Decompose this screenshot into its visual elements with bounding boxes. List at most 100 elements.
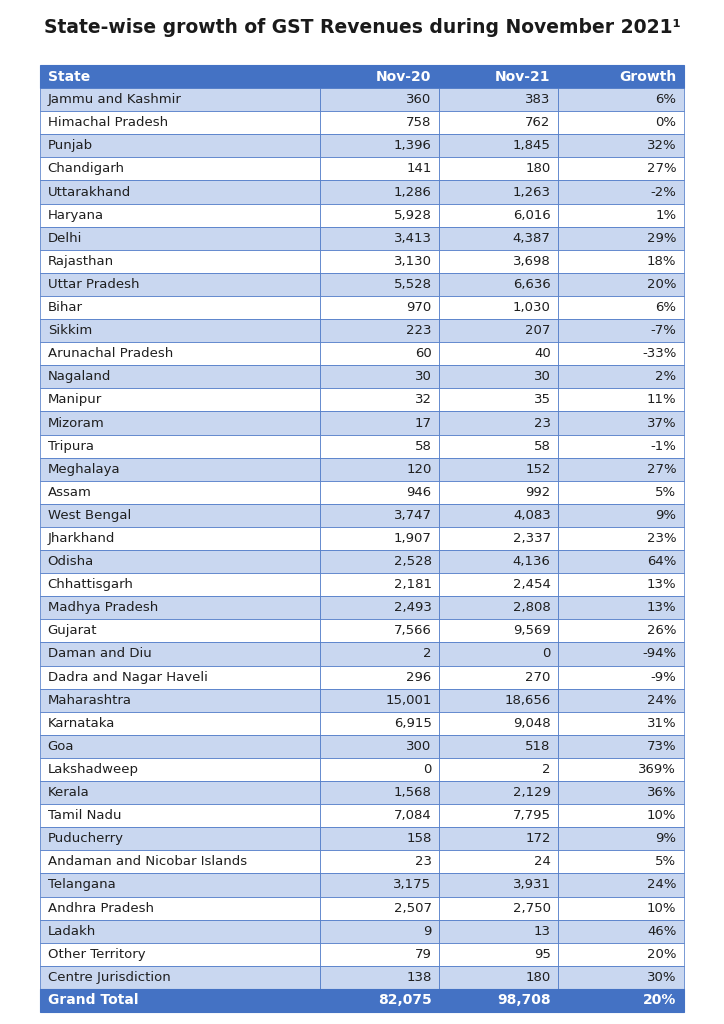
Bar bbox=[40, 272, 320, 296]
Bar bbox=[439, 897, 558, 920]
Bar bbox=[558, 550, 684, 573]
Text: 5%: 5% bbox=[655, 485, 676, 499]
Text: Haryana: Haryana bbox=[48, 209, 104, 221]
Text: 6,915: 6,915 bbox=[394, 717, 432, 730]
Text: 383: 383 bbox=[526, 93, 551, 106]
Bar bbox=[40, 688, 320, 712]
Text: 7,566: 7,566 bbox=[394, 625, 432, 637]
Bar bbox=[320, 642, 439, 666]
Text: 10%: 10% bbox=[647, 901, 676, 914]
Bar bbox=[40, 388, 320, 412]
Bar bbox=[558, 873, 684, 897]
Text: -2%: -2% bbox=[650, 185, 676, 199]
Text: State: State bbox=[48, 70, 90, 84]
Bar bbox=[320, 158, 439, 180]
Bar bbox=[558, 250, 684, 272]
Text: 2: 2 bbox=[542, 763, 551, 776]
Bar bbox=[320, 458, 439, 480]
Text: 1,030: 1,030 bbox=[513, 301, 551, 314]
Text: Puducherry: Puducherry bbox=[48, 833, 124, 845]
Bar bbox=[439, 504, 558, 527]
Bar bbox=[439, 458, 558, 480]
Text: 3,698: 3,698 bbox=[513, 255, 551, 268]
Bar bbox=[558, 112, 684, 134]
Bar bbox=[558, 642, 684, 666]
Bar bbox=[439, 666, 558, 688]
Text: 26%: 26% bbox=[647, 625, 676, 637]
Bar bbox=[320, 781, 439, 804]
Bar bbox=[558, 735, 684, 758]
Text: 172: 172 bbox=[525, 833, 551, 845]
Bar bbox=[439, 873, 558, 897]
Bar bbox=[439, 112, 558, 134]
Bar bbox=[558, 966, 684, 989]
Text: 2,507: 2,507 bbox=[394, 901, 432, 914]
Text: 0%: 0% bbox=[655, 117, 676, 129]
Bar bbox=[40, 712, 320, 735]
Bar bbox=[40, 642, 320, 666]
Bar bbox=[558, 319, 684, 342]
Bar bbox=[439, 134, 558, 158]
Bar bbox=[558, 620, 684, 642]
Text: 120: 120 bbox=[406, 463, 432, 476]
Text: Uttar Pradesh: Uttar Pradesh bbox=[48, 278, 139, 291]
Text: 2,181: 2,181 bbox=[394, 579, 432, 591]
Text: 9,569: 9,569 bbox=[513, 625, 551, 637]
Bar bbox=[320, 596, 439, 620]
Bar bbox=[558, 804, 684, 827]
Text: 31%: 31% bbox=[647, 717, 676, 730]
Bar bbox=[40, 458, 320, 480]
Text: 18,656: 18,656 bbox=[505, 693, 551, 707]
Bar bbox=[320, 112, 439, 134]
Bar bbox=[320, 250, 439, 272]
Text: -9%: -9% bbox=[651, 671, 676, 684]
Bar bbox=[40, 966, 320, 989]
Bar bbox=[439, 620, 558, 642]
Text: Growth: Growth bbox=[619, 70, 676, 84]
Bar bbox=[40, 989, 320, 1012]
Bar bbox=[558, 434, 684, 458]
Text: 2,454: 2,454 bbox=[513, 579, 551, 591]
Bar bbox=[320, 342, 439, 366]
Bar bbox=[320, 88, 439, 112]
Bar bbox=[558, 226, 684, 250]
Bar bbox=[40, 527, 320, 550]
Text: 2,808: 2,808 bbox=[513, 601, 551, 614]
Text: 15,001: 15,001 bbox=[385, 693, 432, 707]
Text: 82,075: 82,075 bbox=[378, 993, 432, 1008]
Bar bbox=[40, 204, 320, 226]
Bar bbox=[320, 527, 439, 550]
Text: 30: 30 bbox=[415, 371, 432, 383]
Text: Other Territory: Other Territory bbox=[48, 948, 146, 961]
Text: Chhattisgarh: Chhattisgarh bbox=[48, 579, 134, 591]
Text: -1%: -1% bbox=[650, 439, 676, 453]
Bar bbox=[558, 158, 684, 180]
Bar bbox=[320, 804, 439, 827]
Text: 9%: 9% bbox=[655, 509, 676, 522]
Text: 79: 79 bbox=[415, 948, 432, 961]
Bar bbox=[40, 573, 320, 596]
Bar bbox=[320, 272, 439, 296]
Text: 152: 152 bbox=[525, 463, 551, 476]
Text: Odisha: Odisha bbox=[48, 555, 94, 568]
Text: 30%: 30% bbox=[647, 971, 676, 984]
Text: 6,016: 6,016 bbox=[513, 209, 551, 221]
Bar bbox=[40, 480, 320, 504]
Bar bbox=[40, 250, 320, 272]
Text: 138: 138 bbox=[406, 971, 432, 984]
Text: 32: 32 bbox=[415, 393, 432, 407]
Bar bbox=[558, 920, 684, 943]
Bar bbox=[40, 158, 320, 180]
Bar bbox=[439, 250, 558, 272]
Bar bbox=[40, 781, 320, 804]
Bar bbox=[320, 920, 439, 943]
Bar bbox=[320, 827, 439, 850]
Text: 518: 518 bbox=[526, 740, 551, 753]
Text: Gujarat: Gujarat bbox=[48, 625, 97, 637]
Bar bbox=[439, 412, 558, 434]
Text: 40: 40 bbox=[534, 347, 551, 360]
Text: 24%: 24% bbox=[647, 879, 676, 892]
Bar bbox=[439, 966, 558, 989]
Text: 1,286: 1,286 bbox=[394, 185, 432, 199]
Text: Telangana: Telangana bbox=[48, 879, 116, 892]
